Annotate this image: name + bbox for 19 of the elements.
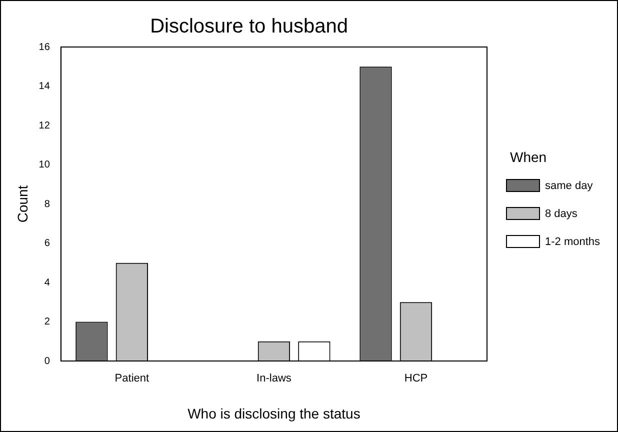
x-tick-label: In-laws <box>256 372 292 385</box>
y-tick-label: 0 <box>44 356 50 367</box>
y-tick-label: 10 <box>38 160 50 170</box>
legend-label: 8 days <box>545 208 578 220</box>
legend-title: When <box>510 149 548 165</box>
y-tick-label: 2 <box>44 316 50 328</box>
y-tick-label: 12 <box>38 120 50 132</box>
y-tick-label: 6 <box>44 238 50 249</box>
x-tick-label: Patient <box>114 372 150 385</box>
y-axis-title: Count <box>14 185 30 223</box>
y-tick-label: 16 <box>38 42 50 53</box>
x-tick-label: HCP <box>404 372 428 385</box>
chart-title: Disclosure to husband <box>150 16 348 38</box>
x-axis-title: Who is disclosing the status <box>188 405 360 422</box>
legend-label: same day <box>545 180 593 192</box>
y-tick-label: 14 <box>38 81 50 92</box>
y-tick-label: 4 <box>44 277 50 288</box>
text: 1-2 months <box>545 236 600 248</box>
y-tick-label: 8 <box>44 198 50 210</box>
